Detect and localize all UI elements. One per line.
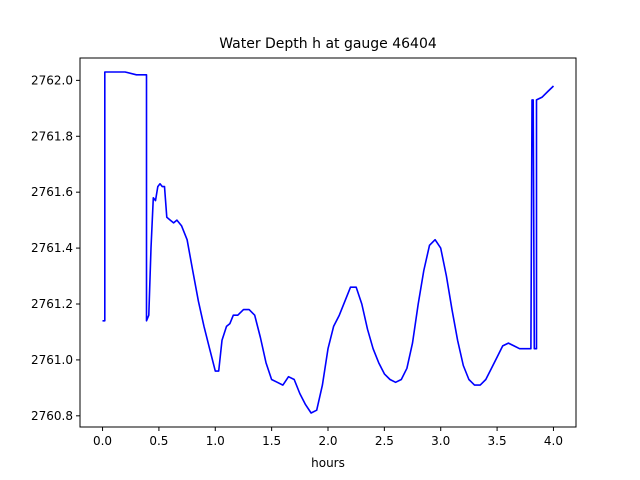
y-tick-label: 2761.2 — [31, 297, 73, 311]
x-tick-label: 1.0 — [206, 434, 225, 448]
x-tick-label: 2.0 — [318, 434, 337, 448]
y-tick-label: 2762.0 — [31, 73, 73, 87]
y-axis: 2760.8 2761.0 2761.2 2761.4 2761.6 2761.8 2762… — [31, 73, 80, 423]
y-tick-label: 2761.8 — [31, 129, 73, 143]
chart-title: Water Depth h at gauge 46404 — [219, 36, 437, 52]
x-tick-label: 3.0 — [431, 434, 450, 448]
x-tick-label: 3.5 — [488, 434, 507, 448]
y-tick-label: 2761.4 — [31, 241, 73, 255]
plot-area — [102, 71, 555, 414]
x-tick-label: 0.0 — [93, 434, 112, 448]
series-line-0 — [102, 71, 555, 414]
y-tick-label: 2761.6 — [31, 185, 73, 199]
x-axis-label: hours — [311, 456, 345, 470]
x-axis: 0.0 0.5 1.0 1.5 2.0 2.5 3.0 3.5 4.0 — [93, 427, 563, 448]
x-tick-label: 2.5 — [375, 434, 394, 448]
y-tick-label: 2761.0 — [31, 353, 73, 367]
y-tick-label: 2760.8 — [31, 409, 73, 423]
x-tick-label: 4.0 — [544, 434, 563, 448]
x-tick-label: 1.5 — [262, 434, 281, 448]
x-tick-label: 0.5 — [149, 434, 168, 448]
